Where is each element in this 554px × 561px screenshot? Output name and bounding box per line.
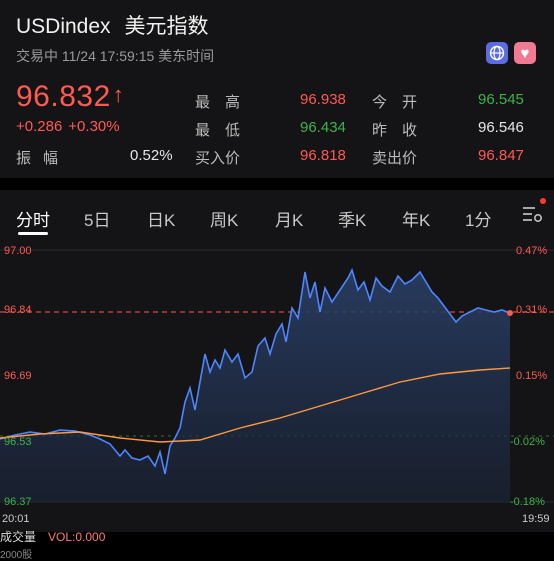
amplitude-label: 振幅 (16, 150, 71, 167)
y-label-right-5: -0.18% (510, 496, 545, 508)
y-label-right-1: 0.47% (516, 245, 548, 257)
volume-bar: 成交量 VOL:0.000 (0, 528, 105, 545)
y-label-left-5: 96.37 (4, 496, 32, 508)
quote-header: USDindex 美元指数 交易中 11/24 17:59:15 美东时间 ♥ 9… (0, 0, 554, 178)
y-label-left-2: 96.84 (4, 304, 32, 316)
quote-title: USDindex 美元指数 (16, 10, 209, 40)
price-line (0, 267, 511, 475)
last-price-dot (507, 310, 513, 316)
low-value: 96.434 (300, 119, 346, 136)
y-label-right-2: 0.31% (516, 304, 548, 316)
y-label-right-4: -0.02% (510, 436, 545, 448)
change-percent: +0.30% (68, 118, 120, 135)
bid-label: 买入价 (195, 150, 241, 167)
time-start-label: 20:01 (2, 513, 30, 525)
low-label: 最 低 (195, 122, 241, 139)
bid-value: 96.818 (300, 147, 346, 164)
favorite-heart-icon[interactable]: ♥ (514, 42, 536, 64)
ask-label: 卖出价 (372, 150, 418, 167)
tab-weekly-k[interactable]: 周K (210, 211, 239, 230)
tab-5day[interactable]: 5日 (84, 211, 111, 230)
y-label-left-3: 96.69 (4, 370, 32, 382)
notification-dot (540, 198, 546, 204)
chart-canvas (0, 249, 554, 503)
amplitude-value: 0.52% (130, 147, 173, 164)
volume-label: 成交量 (0, 530, 37, 544)
open-value: 96.545 (478, 91, 524, 108)
time-end-label: 19:59 (522, 513, 550, 525)
period-tabs: 分时 5日 日K 周K 月K 季K 年K 1分 (0, 190, 554, 242)
active-tab-indicator (18, 232, 48, 235)
last-price: 96.832↑ (16, 80, 124, 114)
change-value: +0.286 (16, 118, 63, 135)
last-price-value: 96.832 (16, 80, 111, 113)
high-value: 96.938 (300, 91, 346, 108)
high-label: 最 高 (195, 94, 241, 111)
open-label: 今 开 (372, 94, 418, 111)
y-label-left-4: 96.53 (4, 436, 32, 448)
y-label-left-1: 97.00 (4, 245, 32, 257)
trading-status: 交易中 11/24 17:59:15 美东时间 (16, 48, 215, 64)
volume-scale-label: 2000股 (0, 550, 33, 561)
tab-intraday[interactable]: 分时 (16, 211, 50, 230)
tab-monthly-k[interactable]: 月K (275, 211, 304, 230)
y-label-right-3: 0.15% (516, 370, 548, 382)
tab-1min[interactable]: 1分 (465, 211, 492, 230)
tab-yearly-k[interactable]: 年K (402, 211, 431, 230)
globe-icon[interactable] (486, 42, 508, 64)
price-change: +0.286 +0.30% (16, 118, 120, 135)
intraday-chart[interactable]: 97.00 96.84 96.69 96.53 96.37 0.47% 0.31… (0, 242, 554, 532)
symbol-name: 美元指数 (124, 15, 209, 38)
symbol-label: USDindex (16, 15, 111, 38)
average-price-line (0, 367, 511, 443)
volume-value: VOL:0.000 (48, 530, 106, 544)
prev-close-label: 昨 收 (372, 122, 418, 139)
price-area-fill (0, 270, 510, 502)
prev-close-value: 96.546 (478, 119, 524, 136)
tab-daily-k[interactable]: 日K (147, 211, 176, 230)
ask-value: 96.847 (478, 147, 524, 164)
chart-settings-icon[interactable] (520, 202, 544, 226)
tab-quarterly-k[interactable]: 季K (338, 211, 367, 230)
up-arrow-icon: ↑ (112, 82, 125, 107)
